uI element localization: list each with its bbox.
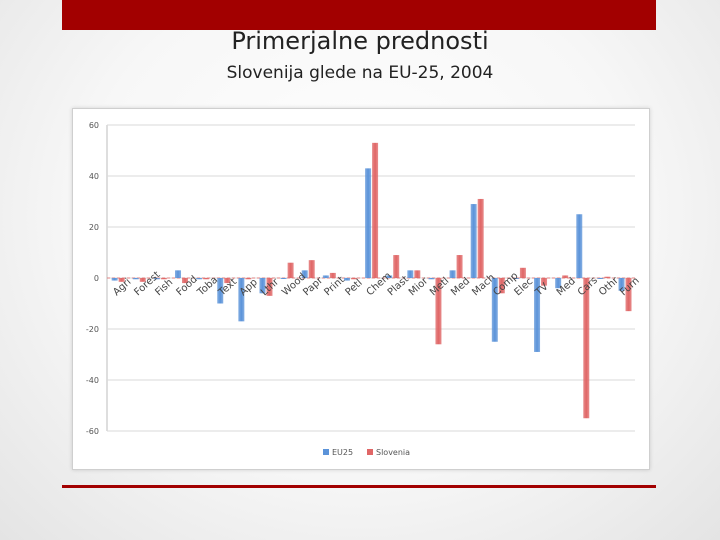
bar-eu25: [407, 270, 414, 278]
bar-eu25: [280, 278, 287, 279]
bar-slovenia: [245, 278, 252, 280]
bar-slovenia: [477, 198, 484, 278]
legend-label: EU25: [332, 448, 353, 457]
bottom-accent-rule: [62, 485, 656, 488]
bar-eu25: [238, 278, 245, 322]
bar-eu25: [555, 278, 562, 289]
bar-slovenia: [583, 278, 590, 419]
bar-slovenia: [266, 278, 273, 296]
bar-slovenia: [456, 255, 463, 278]
bar-eu25: [153, 278, 160, 280]
legend-swatch: [323, 449, 329, 455]
bar-eu25: [449, 270, 456, 278]
bar-slovenia: [118, 278, 125, 282]
x-tick-label: Med: [449, 276, 472, 298]
y-tick-label: 20: [89, 223, 99, 232]
y-tick-label: 40: [89, 172, 99, 181]
bar-eu25: [534, 278, 541, 352]
x-tick-label: Petl: [344, 278, 365, 299]
legend-swatch: [367, 449, 373, 455]
bar-eu25: [428, 278, 435, 280]
slide-title: Primerjalne prednosti: [231, 27, 489, 55]
bar-slovenia: [414, 270, 421, 278]
bar-slovenia: [329, 272, 336, 278]
bar-eu25: [301, 270, 308, 278]
bar-eu25: [470, 204, 477, 278]
bar-slovenia: [203, 278, 210, 280]
bar-slovenia: [393, 255, 400, 278]
bar-eu25: [365, 168, 372, 278]
bar-eu25: [175, 270, 182, 278]
bar-eu25: [196, 278, 203, 280]
legend-label: Slovenia: [376, 448, 410, 457]
bar-eu25: [618, 278, 625, 291]
bar-eu25: [343, 278, 350, 281]
bar-slovenia: [498, 278, 505, 294]
top-accent-bar: [62, 0, 656, 30]
bar-slovenia: [308, 260, 315, 278]
bar-eu25: [512, 278, 519, 279]
bar-eu25: [111, 278, 118, 281]
bar-slovenia: [625, 278, 632, 312]
y-tick-label: 0: [94, 274, 99, 283]
bar-eu25: [217, 278, 224, 304]
chart-frame: 60 40 20 0 -20 -40 -60 Agri Forest Fish Food Toba Te…: [72, 108, 650, 470]
bar-eu25: [386, 275, 393, 278]
y-tick-label: 60: [89, 121, 99, 130]
bar-slovenia: [541, 278, 548, 286]
bar-slovenia: [435, 278, 442, 345]
bar-eu25: [491, 278, 498, 342]
slide-subtitle: Slovenija glede na EU-25, 2004: [226, 63, 494, 83]
bar-slovenia: [562, 275, 569, 278]
bar-slovenia: [139, 278, 146, 282]
bar-eu25: [322, 275, 329, 278]
bar-slovenia: [287, 262, 294, 278]
bar-eu25: [132, 278, 139, 280]
bar-slovenia: [160, 278, 167, 280]
bar-eu25: [597, 278, 604, 279]
y-tick-label: -40: [86, 376, 99, 385]
y-tick-label: -60: [86, 427, 99, 436]
bar-slovenia: [182, 278, 189, 284]
bar-slovenia: [224, 278, 231, 284]
bar-slovenia: [604, 276, 611, 278]
bar-slovenia: [519, 267, 526, 278]
bar-slovenia: [372, 142, 379, 278]
y-tick-label: -20: [86, 325, 99, 334]
bar-eu25: [576, 214, 583, 278]
bar-slovenia: [350, 278, 357, 280]
bar-eu25: [259, 278, 266, 294]
